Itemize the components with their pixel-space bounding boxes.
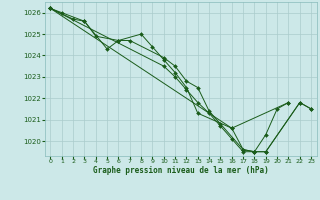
X-axis label: Graphe pression niveau de la mer (hPa): Graphe pression niveau de la mer (hPa) xyxy=(93,166,269,175)
